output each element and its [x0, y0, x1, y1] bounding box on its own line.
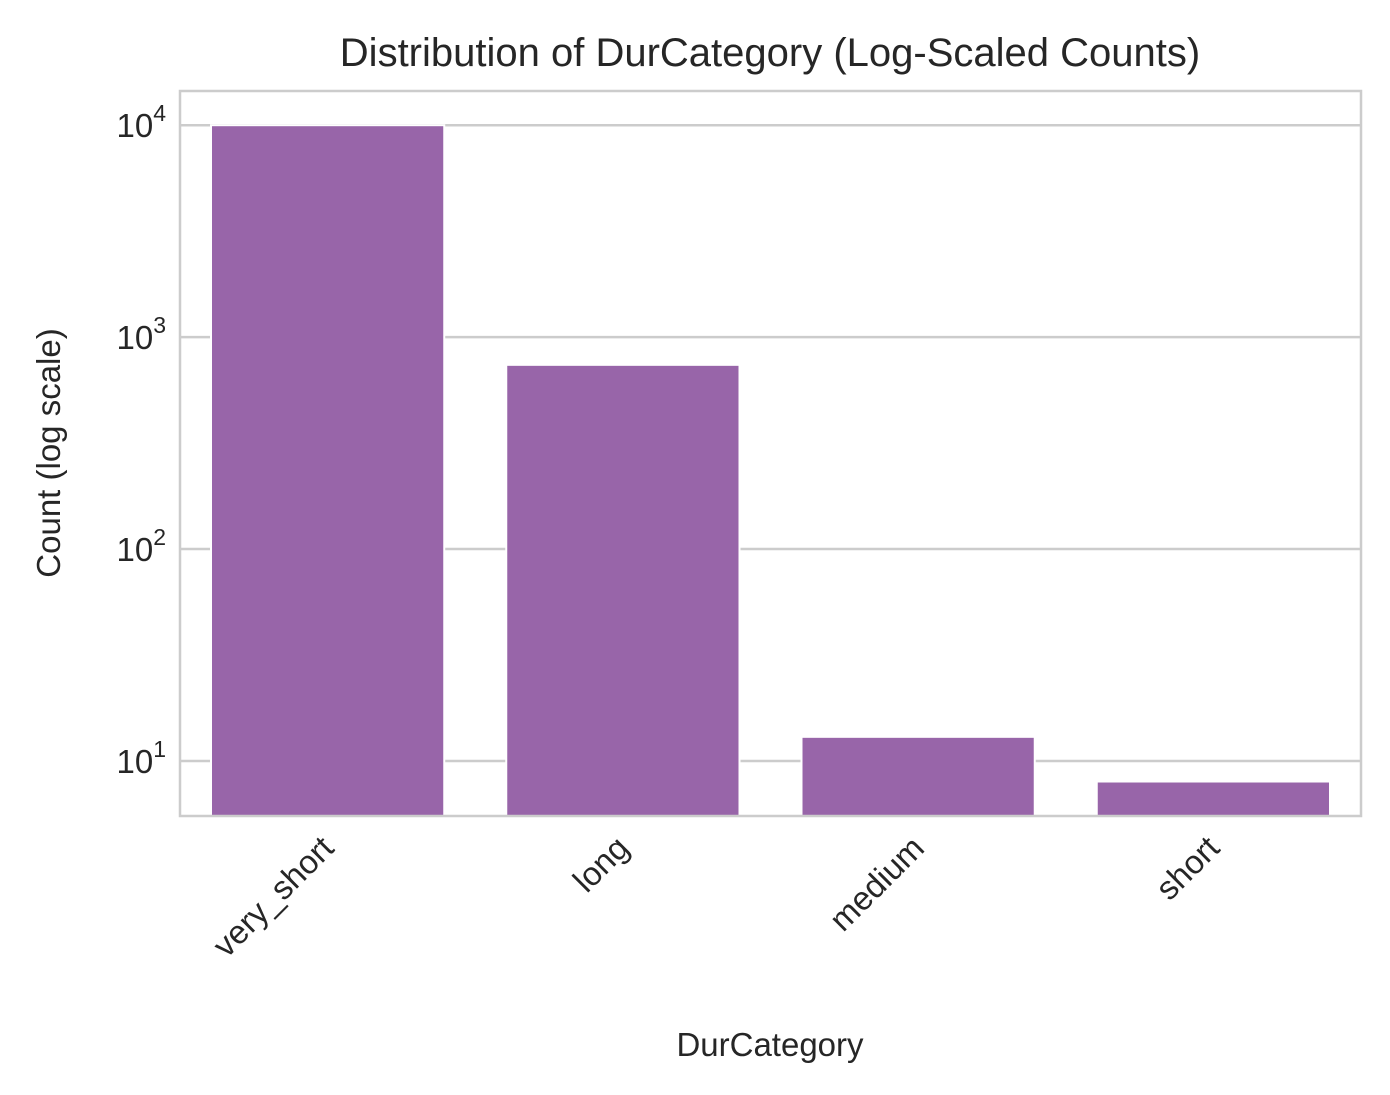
y-tick-exponent: 4 [153, 100, 166, 126]
chart-title: Distribution of DurCategory (Log-Scaled … [340, 31, 1200, 75]
y-tick-label-3: 104 [116, 100, 166, 144]
y-tick-label-0: 101 [116, 736, 166, 780]
x-axis-label: DurCategory [676, 1026, 864, 1063]
y-tick-base: 10 [116, 107, 153, 144]
y-tick-base: 10 [116, 531, 153, 568]
y-tick-base: 10 [116, 743, 153, 780]
y-tick-exponent: 2 [153, 524, 166, 550]
plot-frame [178, 89, 1363, 818]
x-tick-labels: very_short long medium short [205, 829, 1226, 964]
y-tick-label-1: 102 [116, 524, 166, 568]
bar-short [1095, 780, 1331, 817]
x-tick-label-very_short: very_short [205, 829, 340, 964]
bars [210, 124, 1331, 818]
bar-long [505, 363, 741, 817]
bar-very_short [210, 124, 446, 818]
y-tick-label-2: 103 [116, 312, 166, 356]
x-tick-label-short: short [1148, 829, 1226, 907]
x-tick-label-medium: medium [822, 829, 931, 938]
bar-medium [800, 735, 1036, 818]
y-tick-exponent: 1 [153, 736, 166, 762]
y-tick-base: 10 [116, 319, 153, 356]
y-axis-label: Count (log scale) [30, 328, 67, 577]
x-tick-label-long: long [566, 829, 636, 899]
y-tick-exponent: 3 [153, 312, 166, 338]
